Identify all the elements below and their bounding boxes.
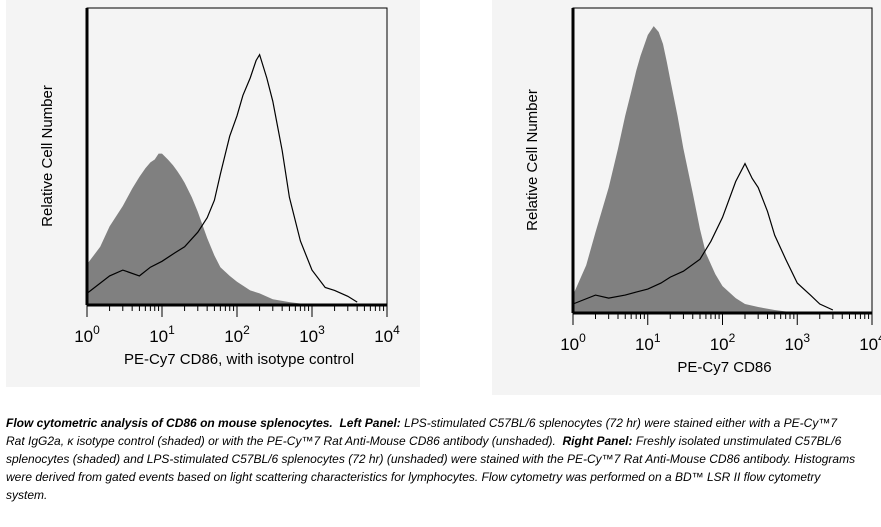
caption-right-label: Right Panel: [562, 434, 633, 448]
left-y-axis-label: Relative Cell Number [39, 85, 56, 227]
right-x-axis-label: PE-Cy7 CD86 [677, 359, 771, 376]
histogram-charts: 100 101 102 103 104 PE-Cy7 CD86, with isotype… [39, 7, 881, 376]
left-x-axis-label: PE-Cy7 CD86, with isotype control [124, 351, 354, 368]
right-x-tick-label: 104 [859, 331, 881, 354]
left-panel-background [6, 0, 420, 387]
caption-title: Flow cytometric analysis of CD86 on mous… [6, 416, 333, 430]
left-x-tick-label: 104 [374, 323, 400, 346]
right-x-tick-label: 103 [784, 331, 810, 354]
right-x-tick-label: 101 [635, 331, 661, 354]
right-x-tick-label: 100 [560, 331, 586, 354]
right-x-tick-label: 102 [710, 331, 736, 354]
right-shaded-histogram [573, 26, 798, 313]
caption-left-text: LPS-stimulated C57BL/6 splenocytes (72 h… [6, 416, 837, 448]
caption-right-text: Freshly isolated unstimulated C57BL/6 sp… [6, 434, 856, 502]
caption-left-label: Left Panel: [339, 416, 401, 430]
right-chart: 100 101 102 103 104 PE-Cy7 CD86 Relative Cell … [524, 7, 881, 376]
right-unshaded-histogram [572, 162, 834, 311]
left-x-tick-label: 103 [299, 323, 325, 346]
figure-caption: Flow cytometric analysis of CD86 on mous… [6, 414, 856, 504]
right-y-axis-label: Relative Cell Number [524, 89, 541, 231]
left-chart: 100 101 102 103 104 PE-Cy7 CD86, with isotype… [39, 7, 400, 368]
left-x-tick-label: 100 [74, 323, 100, 346]
left-unshaded-histogram [86, 53, 358, 303]
left-x-tick-label: 102 [224, 323, 250, 346]
left-x-tick-label: 101 [149, 323, 175, 346]
